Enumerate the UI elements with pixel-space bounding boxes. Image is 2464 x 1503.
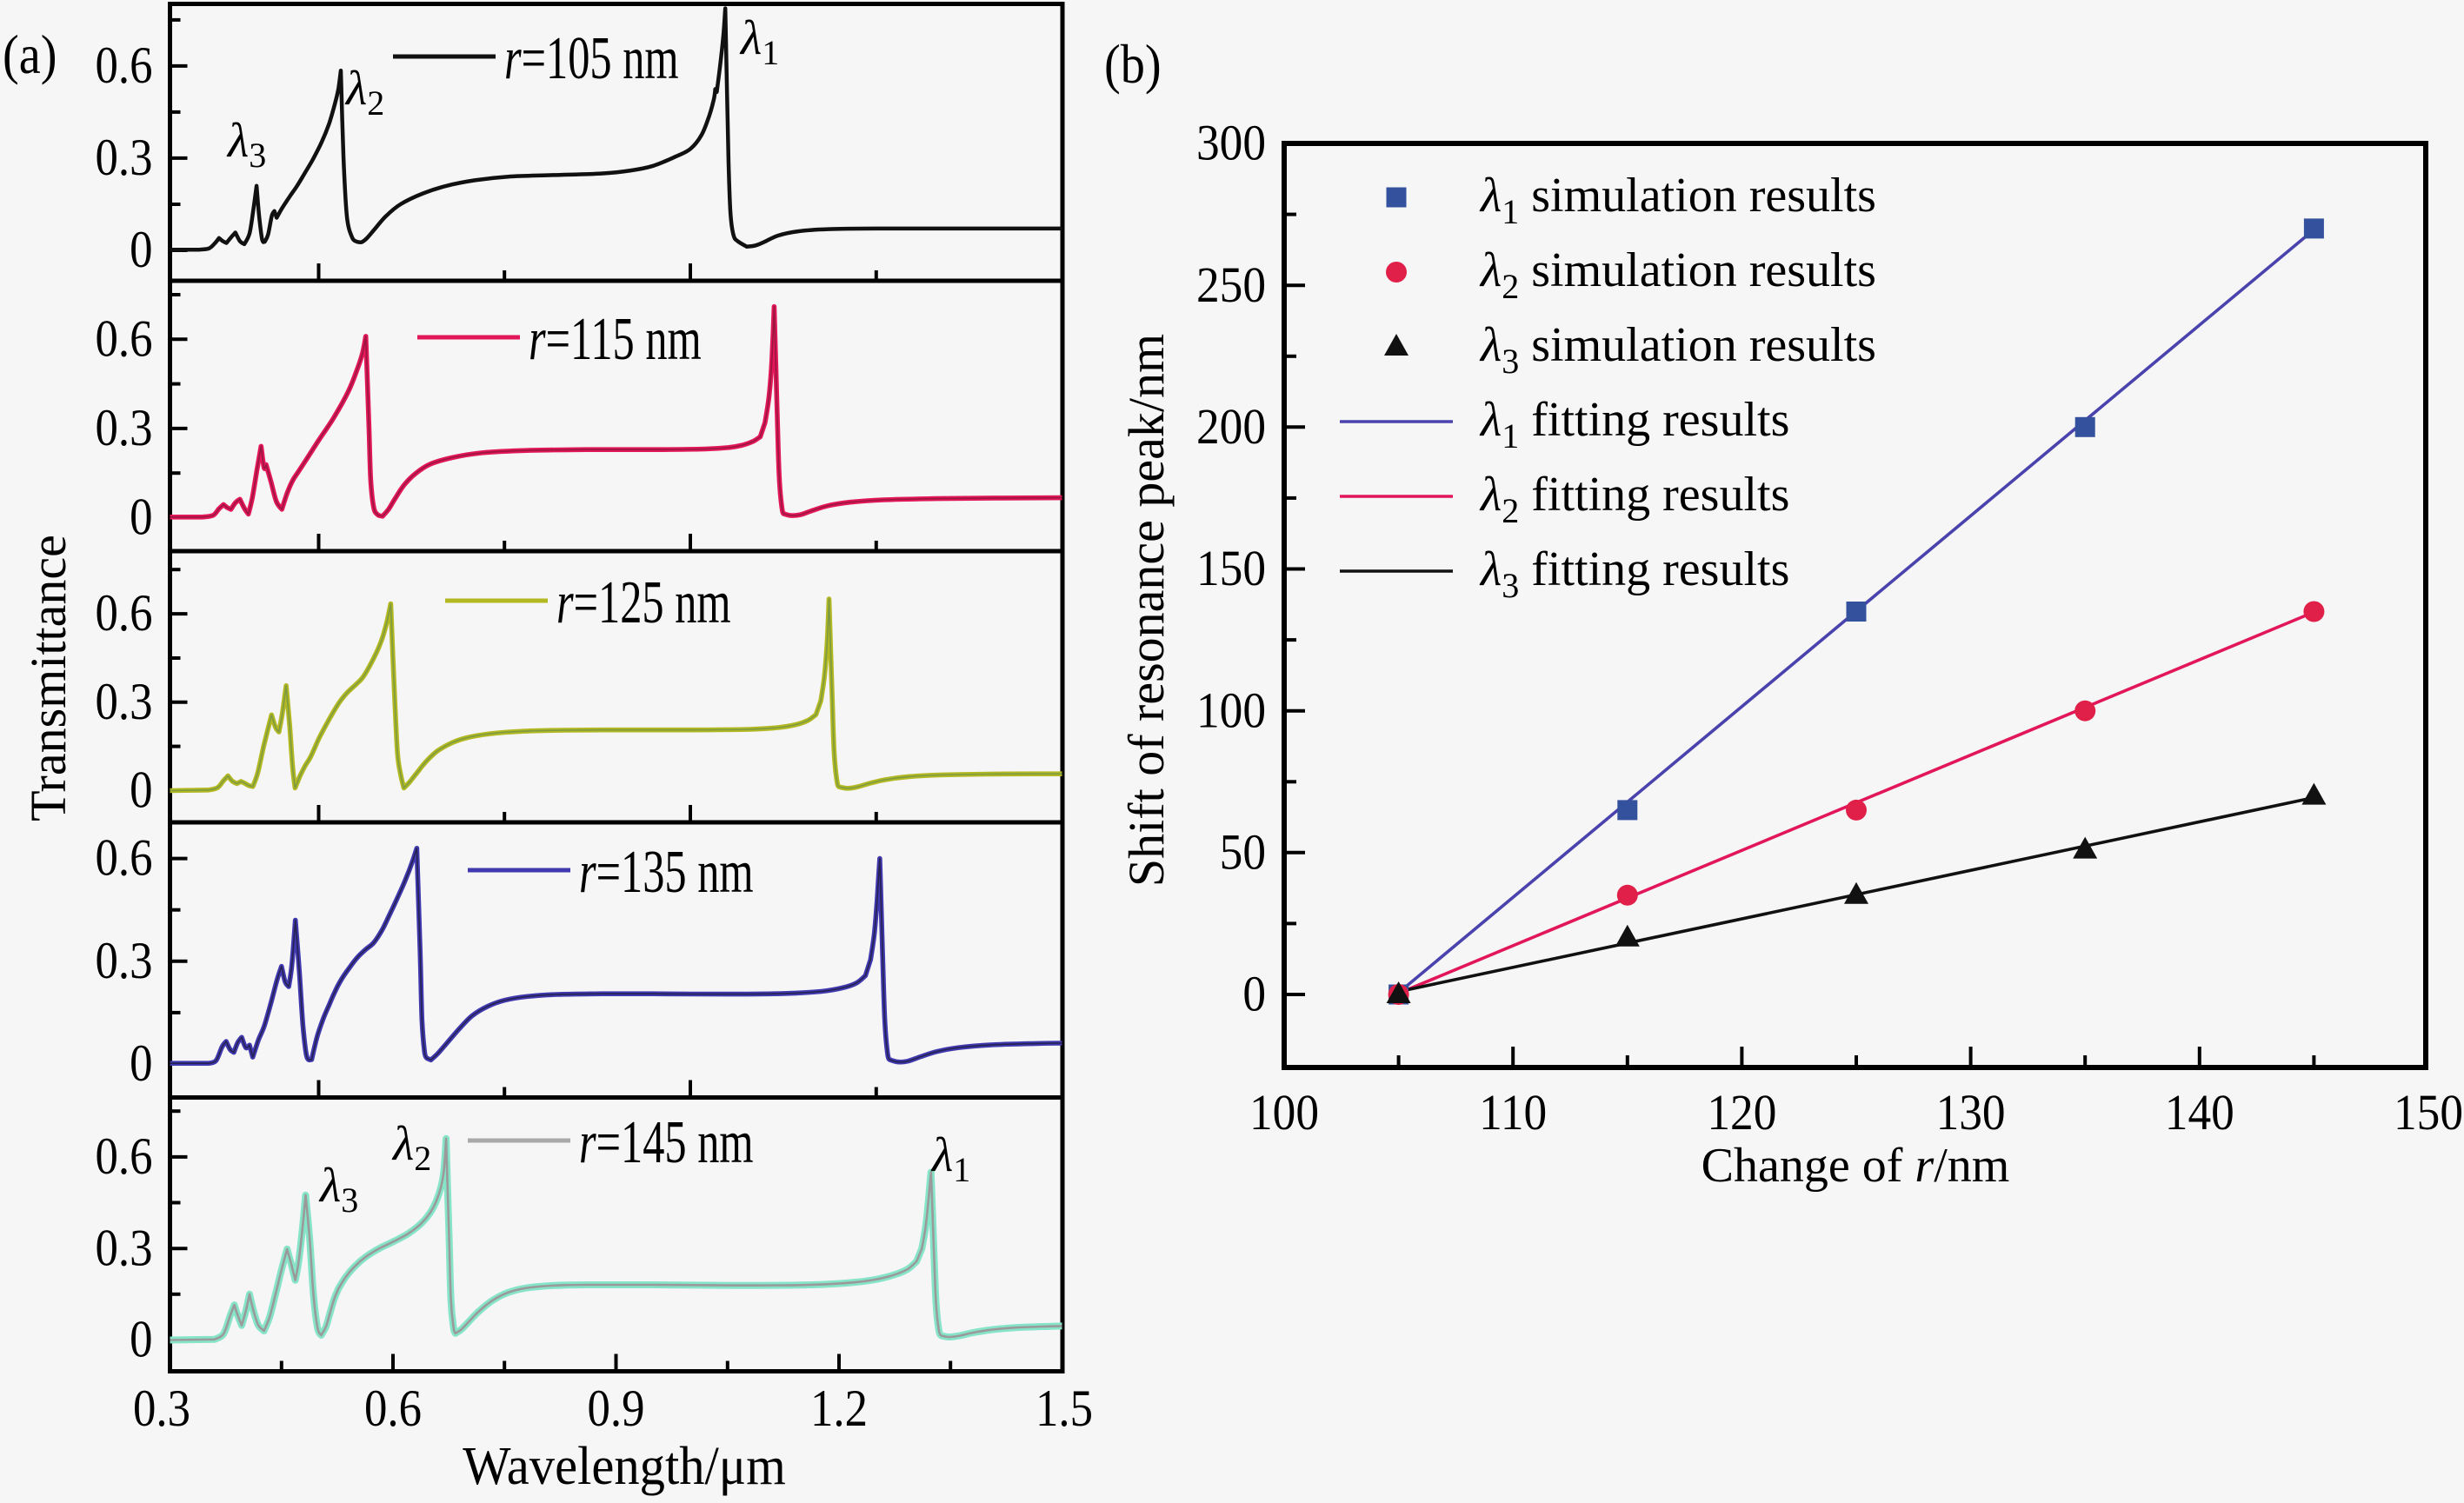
svg-text:100: 100	[1196, 682, 1266, 739]
svg-text:(a): (a)	[3, 24, 57, 86]
svg-text:0.6: 0.6	[364, 1380, 422, 1438]
svg-text:0: 0	[130, 1312, 152, 1369]
svg-text:λ3 fitting results: λ3 fitting results	[1479, 542, 1789, 605]
svg-text:λ1 simulation results: λ1 simulation results	[1479, 169, 1876, 231]
svg-text:λ2 fitting results: λ2 fitting results	[1479, 468, 1789, 530]
svg-text:0.9: 0.9	[588, 1380, 645, 1438]
svg-text:150: 150	[2394, 1085, 2463, 1141]
svg-text:λ2: λ2	[344, 62, 384, 123]
svg-text:0.3: 0.3	[96, 1220, 153, 1277]
svg-text:250: 250	[1196, 257, 1266, 314]
svg-text:r=145 nm: r=145 nm	[579, 1109, 754, 1176]
svg-text:100: 100	[1249, 1085, 1319, 1141]
svg-text:Shift of resonance peak/nm: Shift of resonance peak/nm	[1118, 334, 1175, 887]
svg-text:0.6: 0.6	[96, 1128, 153, 1186]
svg-text:1.5: 1.5	[1036, 1380, 1093, 1438]
svg-text:0: 0	[130, 1035, 152, 1093]
svg-text:λ3: λ3	[226, 114, 266, 175]
svg-text:λ2 simulation results: λ2 simulation results	[1479, 243, 1876, 306]
svg-text:0.6: 0.6	[96, 310, 153, 368]
svg-text:0: 0	[130, 222, 152, 279]
svg-text:140: 140	[2165, 1085, 2234, 1141]
svg-text:1.2: 1.2	[810, 1380, 868, 1438]
svg-text:Change of r/nm: Change of r/nm	[1701, 1139, 2010, 1193]
svg-text:0: 0	[130, 762, 152, 820]
svg-text:0: 0	[130, 489, 152, 547]
svg-text:120: 120	[1707, 1085, 1776, 1141]
svg-text:0.6: 0.6	[96, 37, 153, 95]
svg-text:r=105 nm: r=105 nm	[504, 25, 679, 92]
svg-text:r=135 nm: r=135 nm	[579, 839, 754, 906]
svg-text:Transmittance: Transmittance	[20, 535, 77, 821]
svg-text:200: 200	[1196, 399, 1266, 456]
svg-text:0.3: 0.3	[96, 130, 153, 187]
svg-text:(b): (b)	[1104, 34, 1162, 96]
svg-text:r=125 nm: r=125 nm	[556, 569, 731, 636]
svg-text:50: 50	[1220, 825, 1266, 881]
svg-text:r=115 nm: r=115 nm	[529, 306, 702, 373]
svg-text:150: 150	[1196, 541, 1266, 597]
svg-text:0.3: 0.3	[96, 400, 153, 457]
svg-text:0.3: 0.3	[96, 674, 153, 731]
svg-text:130: 130	[1936, 1085, 2006, 1141]
svg-text:0: 0	[1242, 967, 1266, 1023]
svg-text:300: 300	[1196, 116, 1266, 172]
svg-text:0.3: 0.3	[133, 1380, 190, 1438]
svg-text:λ3 simulation results: λ3 simulation results	[1479, 318, 1876, 381]
svg-text:λ1 fitting results: λ1 fitting results	[1479, 393, 1789, 456]
svg-text:110: 110	[1479, 1085, 1547, 1141]
svg-text:0.6: 0.6	[96, 830, 153, 888]
svg-text:Wavelength/μm: Wavelength/μm	[463, 1436, 786, 1496]
svg-text:0.3: 0.3	[96, 933, 153, 990]
svg-text:0.6: 0.6	[96, 585, 153, 642]
